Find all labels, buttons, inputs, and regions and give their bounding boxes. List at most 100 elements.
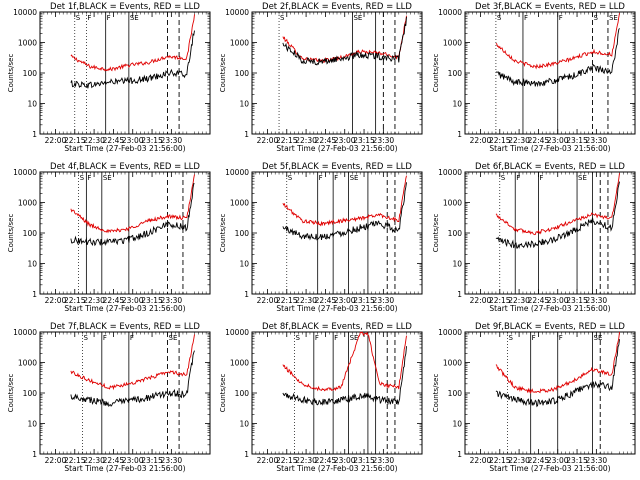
flag-label: SE	[103, 174, 112, 182]
y-tick-label: 1	[244, 450, 249, 459]
x-axis-label: Start Time (27-Feb-03 21:56:00)	[64, 144, 185, 153]
y-tick-label: 100	[448, 229, 463, 238]
x-tick-label: 23:30	[586, 136, 608, 145]
events-series-line	[282, 346, 407, 406]
y-axis-label: Counts/sec	[432, 214, 440, 253]
lld-series-line	[70, 14, 195, 72]
lld-series-line	[70, 334, 195, 391]
x-axis-label: Start Time (27-Feb-03 21:56:00)	[489, 304, 610, 313]
detector-panel-3: Det 3f,BLACK = Events, RED = LLD 1 10 100 10…	[432, 2, 636, 153]
flag-label: F	[87, 14, 91, 22]
lld-series-line	[495, 13, 620, 70]
y-tick-label: 10	[239, 420, 249, 429]
y-tick-label: 1	[32, 450, 37, 459]
x-tick-label: 22:45	[315, 136, 337, 145]
x-tick-label: 22:45	[103, 136, 125, 145]
flag-label: F	[319, 174, 323, 182]
flag-label: F	[516, 174, 520, 182]
y-tick-label: 10	[452, 100, 462, 109]
x-tick-label: 22:45	[528, 456, 550, 465]
x-axis-label: Start Time (27-Feb-03 21:56:00)	[64, 464, 185, 473]
y-axis-label: Counts/sec	[7, 54, 15, 93]
flag-label: SE	[130, 14, 139, 22]
x-tick-label: 22:00	[45, 136, 67, 145]
chart-title: Det 2f,BLACK = Events, RED = LLD	[262, 2, 412, 12]
x-axis-label: Start Time (27-Feb-03 21:56:00)	[489, 464, 610, 473]
events-series-line	[70, 350, 195, 408]
y-tick-label: 1000	[443, 39, 462, 48]
x-tick-label: 22:15	[64, 456, 86, 465]
x-tick-label: 22:15	[64, 136, 86, 145]
detector-panel-7: Det 7f,BLACK = Events, RED = LLD 1 10 100 10…	[7, 322, 211, 473]
x-tick-label: 22:15	[276, 136, 298, 145]
x-tick-label: 22:30	[83, 136, 105, 145]
y-tick-label: 10000	[438, 328, 462, 337]
y-tick-label: 10000	[438, 168, 462, 177]
flag-label: F	[532, 334, 536, 342]
x-tick-label: 23:15	[566, 296, 588, 305]
x-tick-label: 23:30	[586, 296, 608, 305]
flag-label: F	[334, 174, 338, 182]
axis-frame	[251, 331, 423, 455]
flag-label: S	[509, 334, 514, 342]
x-tick-label: 22:00	[470, 136, 492, 145]
flag-label: F	[559, 334, 563, 342]
axis-frame	[464, 331, 636, 455]
y-axis-label: Counts/sec	[432, 54, 440, 93]
x-tick-label: 22:00	[470, 456, 492, 465]
axis-frame	[251, 11, 423, 135]
events-series-line	[495, 28, 620, 88]
flag-label: S	[84, 334, 89, 342]
x-tick-label: 22:45	[315, 456, 337, 465]
flag-label: SE	[578, 174, 587, 182]
flag-label: S	[80, 174, 85, 182]
y-tick-label: 10000	[13, 168, 37, 177]
y-tick-label: 1	[457, 290, 462, 299]
flag-label: F	[130, 334, 134, 342]
y-tick-label: 1000	[230, 199, 249, 208]
y-tick-label: 100	[23, 229, 38, 238]
flag-label: S	[296, 334, 301, 342]
chart-title: Det 4f,BLACK = Events, RED = LLD	[50, 162, 200, 172]
y-tick-label: 1000	[230, 359, 249, 368]
y-tick-label: 1000	[18, 359, 37, 368]
detector-panel-9: Det 9f,BLACK = Events, RED = LLD 1 10 100 10…	[432, 322, 636, 473]
y-tick-label: 1000	[18, 199, 37, 208]
events-series-line	[70, 183, 195, 247]
lld-series-line	[70, 174, 195, 234]
y-tick-label: 100	[448, 389, 463, 398]
y-tick-label: 1	[244, 290, 249, 299]
x-tick-label: 22:30	[508, 456, 530, 465]
x-axis-label: Start Time (27-Feb-03 21:56:00)	[489, 144, 610, 153]
x-tick-label: 22:15	[489, 456, 511, 465]
events-series-line	[282, 182, 407, 241]
y-axis-label: Counts/sec	[7, 214, 15, 253]
flag-label: SE	[169, 334, 178, 342]
x-tick-label: 22:30	[508, 136, 530, 145]
x-tick-label: 23:15	[141, 136, 163, 145]
x-axis-label: Start Time (27-Feb-03 21:56:00)	[64, 304, 185, 313]
x-tick-label: 23:00	[547, 296, 569, 305]
axis-frame	[464, 11, 636, 135]
x-tick-label: 22:00	[257, 456, 279, 465]
flag-label: SE	[609, 14, 618, 22]
x-tick-label: 22:30	[83, 456, 105, 465]
y-tick-label: 1	[32, 130, 37, 139]
x-tick-label: 22:00	[257, 296, 279, 305]
events-series-line	[495, 339, 620, 408]
chart-title: Det 5f,BLACK = Events, RED = LLD	[262, 162, 412, 172]
x-tick-label: 22:00	[45, 456, 67, 465]
x-tick-label: 23:15	[566, 456, 588, 465]
y-tick-label: 100	[23, 389, 38, 398]
x-tick-label: 23:30	[161, 456, 183, 465]
detector-panel-4: Det 4f,BLACK = Events, RED = LLD 1 10 100 10…	[7, 162, 211, 313]
y-tick-label: 1	[457, 450, 462, 459]
y-tick-label: 10000	[225, 328, 249, 337]
flag-label: F	[315, 334, 319, 342]
detector-panel-2: Det 2f,BLACK = Events, RED = LLD 1 10 100 10…	[219, 2, 423, 153]
y-tick-label: 1000	[443, 199, 462, 208]
x-tick-label: 22:30	[295, 296, 317, 305]
lld-series-line	[495, 331, 620, 395]
x-tick-label: 22:45	[103, 296, 125, 305]
flag-label: F	[539, 174, 543, 182]
